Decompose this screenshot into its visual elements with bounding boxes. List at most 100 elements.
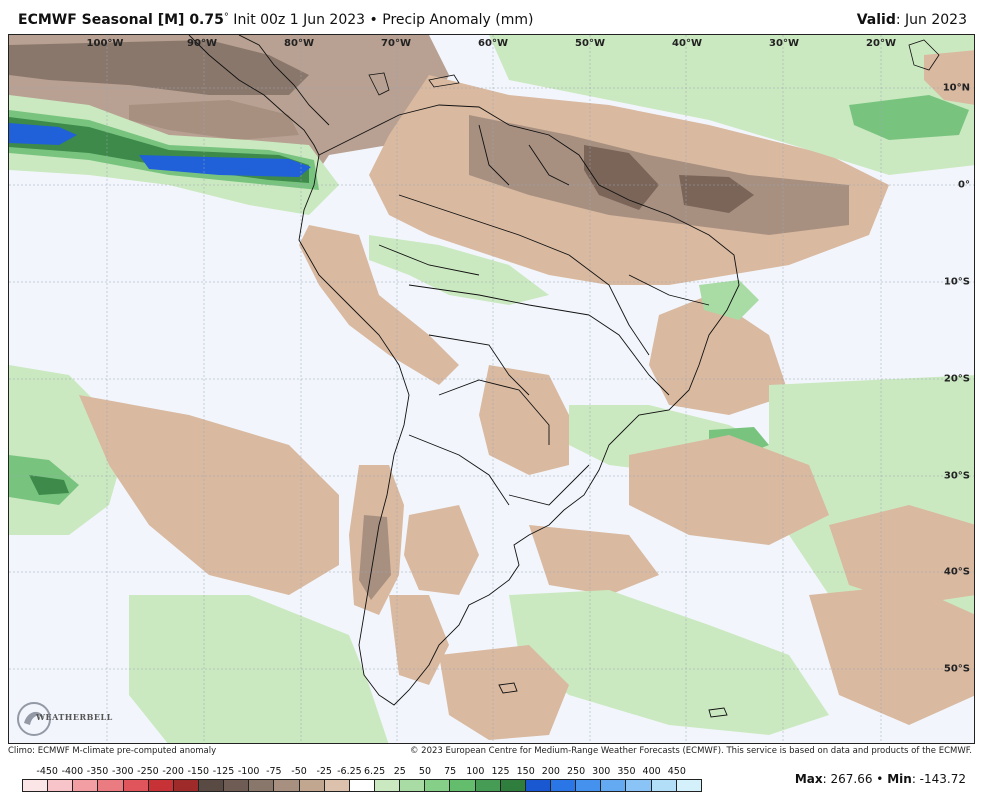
very-wet-pacific-west (9, 123, 77, 145)
lon-label-70w: 70°W (381, 38, 411, 49)
colorbar-tick-label: 75 (444, 766, 457, 777)
dry-region-south-patagonia (389, 595, 449, 685)
colorbar (22, 779, 702, 792)
colorbar-tick-label: -25 (316, 766, 332, 777)
colorbar-tick-label: 300 (592, 766, 611, 777)
dry-core-chile (359, 515, 391, 600)
lon-label-40w: 40°W (672, 38, 702, 49)
map-title: ECMWF Seasonal [M] 0.75° Init 00z 1 Jun … (18, 12, 534, 28)
colorbar-swatch (97, 780, 123, 791)
colorbar-swatch (273, 780, 299, 791)
max-label: Max (794, 772, 823, 786)
colorbar-swatch (23, 780, 48, 791)
colorbar-swatch (197, 780, 224, 791)
stats-sep: • (872, 772, 888, 786)
dry-tongue-pacific (79, 395, 339, 595)
colorbar-labels: -450 -400 -350 -300 -250 -200 -150 -125 -100 -75-… (22, 766, 702, 778)
wet-band-north-atlantic (489, 35, 974, 175)
colorbar-tick-label: 200 (541, 766, 560, 777)
title-bullet: • (365, 12, 383, 28)
min-label: Min (887, 772, 912, 786)
valid-value: : Jun 2023 (895, 12, 967, 28)
colorbar-swatch (147, 780, 173, 791)
colorbar-tick-label: 100 (466, 766, 485, 777)
max-min-stats: Max: 267.66 • Min: -143.72 (795, 772, 966, 786)
colorbar-swatch (449, 780, 475, 791)
lon-label-90w: 90°W (187, 38, 217, 49)
colorbar-swatch (373, 780, 400, 791)
graticule (9, 35, 974, 743)
colorbar-tick-label: -6.25 (337, 766, 362, 777)
model-name: ECMWF Seasonal [M] 0.75 (18, 12, 224, 28)
wet-region-south-atlantic-far (509, 590, 829, 735)
max-value: : 267.66 (822, 772, 873, 786)
colorbar-tick-label: -250 (137, 766, 159, 777)
colorbar-tick-label: -300 (111, 766, 134, 777)
lat-label-20s: 20°S (943, 373, 970, 385)
init-time: Init 00z 1 Jun 2023 (228, 12, 366, 28)
anomaly-map (9, 35, 974, 743)
colorbar-tick-label: 350 (617, 766, 636, 777)
colorbar-tick-label: 150 (516, 766, 535, 777)
weatherbell-logo: WEATHERBELL (14, 699, 112, 739)
lat-label-40s: 40°S (943, 566, 970, 578)
dry-patch-south-atlantic (629, 435, 829, 545)
dry-strip-andes (299, 225, 459, 385)
colorbar-tick-label: 450 (667, 766, 686, 777)
colorbar-tick-label: 125 (491, 766, 510, 777)
dry-region-far-south-east (809, 585, 974, 725)
colorbar-tick-label: -400 (61, 766, 84, 777)
coastlines (188, 35, 740, 718)
wet-core-north-atlantic (849, 95, 969, 140)
colorbar-tick-label: -100 (237, 766, 260, 777)
valid-label: Valid (856, 12, 896, 28)
colorbar-tick-label: -200 (162, 766, 184, 777)
dry-region-south-atlantic-far (529, 525, 659, 595)
dry-patch-south-atlantic-east (829, 505, 974, 605)
lat-label-10n: 10°N (942, 82, 970, 94)
weatherbell-text: WEATHERBELL (36, 712, 113, 722)
copyright-note: © 2023 European Centre for Medium-Range … (409, 746, 972, 756)
colorbar-tick-label: -450 (36, 766, 58, 777)
colorbar-swatch (575, 780, 601, 791)
colorbar-swatch (499, 780, 525, 791)
colorbar-tick-label: 50 (418, 766, 431, 777)
colorbar-swatch (399, 780, 425, 791)
colorbar-swatch (72, 780, 98, 791)
lon-label-20w: 20°W (866, 38, 896, 49)
dry-core-pacific (129, 100, 299, 140)
wet-strong-se-pacific (29, 475, 69, 495)
lon-label-80w: 80°W (284, 38, 314, 49)
colorbar-tick-label: -75 (266, 766, 282, 777)
lon-label-50w: 50°W (575, 38, 605, 49)
lat-label-0: 0° (958, 179, 970, 191)
weatherbell-swirl-icon (17, 702, 51, 736)
degree-sign: ° (223, 12, 229, 23)
caribbean-islands (368, 39, 940, 96)
lon-label-100w: 100°W (86, 38, 124, 49)
colorbar-tick-label: -350 (86, 766, 109, 777)
colorbar-tick-label: -150 (187, 766, 210, 777)
very-wet-pacific-east (139, 155, 311, 177)
colorbar-swatch (122, 780, 148, 791)
colorbar-tick-label: 400 (642, 766, 661, 777)
colorbar-swatch (549, 780, 576, 791)
colorbar-swatch (172, 780, 198, 791)
header: ECMWF Seasonal [M] 0.75° Init 00z 1 Jun … (0, 0, 984, 34)
colorbar-swatch (424, 780, 450, 791)
colorbar-swatch (524, 780, 550, 791)
lat-label-50s: 50°S (943, 663, 970, 675)
lat-label-10s: 10°S (943, 276, 970, 288)
valid-time: Valid: Jun 2023 (857, 12, 967, 28)
colorbar-swatch (223, 780, 249, 791)
dry-patch-far-ne (924, 50, 974, 105)
colorbar-swatch (675, 780, 701, 791)
wet-patch-ne-brazil (699, 280, 759, 320)
colorbar-tick-label: 250 (566, 766, 586, 777)
colorbar-swatch (47, 780, 73, 791)
dry-core-atlantic (679, 175, 754, 213)
wet-region-amazon (369, 235, 549, 305)
colorbar-swatch (474, 780, 500, 791)
dry-region-argentina (404, 505, 479, 595)
colorbar-tick-label: 6.25 (364, 766, 386, 777)
